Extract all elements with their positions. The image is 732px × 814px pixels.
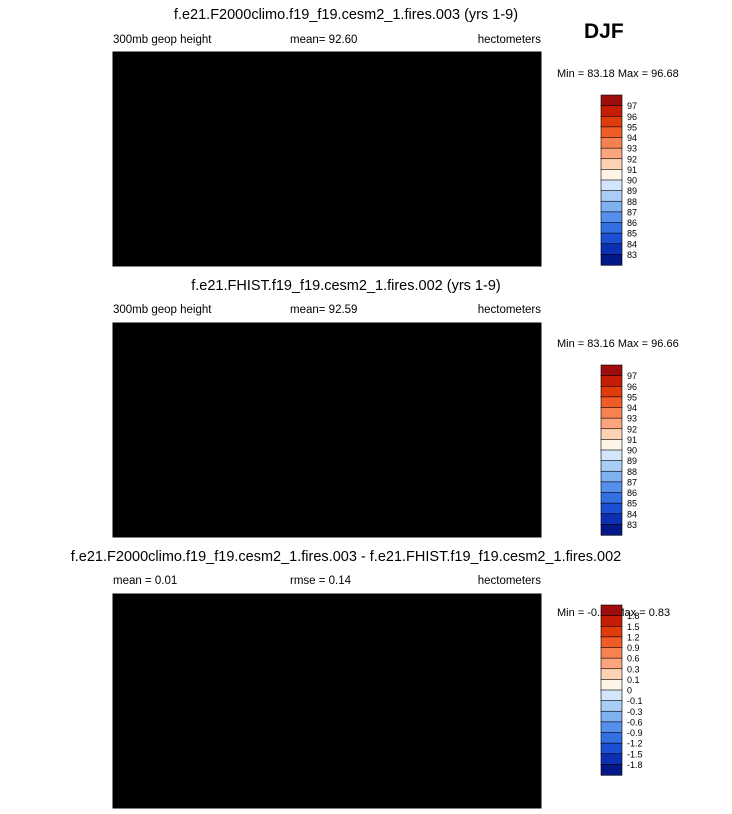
colorbar-box (600, 126, 623, 139)
colorbar-tick-label: 85 (627, 229, 637, 239)
panels-group: f.e21.F2000climo.f19_f19.cesm2_1.fires.0… (71, 7, 679, 809)
colorbar-box (600, 94, 623, 107)
colorbar-box (600, 105, 623, 117)
colorbar-tick-label: 86 (627, 218, 637, 228)
colorbar-box (600, 190, 623, 202)
colorbar-tick-label: 97 (627, 101, 637, 111)
panel-2: f.e21.FHIST.f19_f19.cesm2_1.fires.002 (y… (112, 278, 679, 538)
colorbar-box (600, 232, 623, 245)
colorbar-tick-label: 91 (627, 165, 637, 175)
colorbar-box (600, 254, 623, 266)
min-max-label: Min = 83.18 Max = 96.68 (557, 68, 679, 80)
panel-title: f.e21.FHIST.f19_f19.cesm2_1.fires.002 (y… (191, 278, 500, 294)
colorbar-tick-label: 94 (627, 133, 637, 143)
colorbar-tick-label: 95 (627, 122, 637, 132)
colorbar-box (600, 169, 623, 181)
colorbar-box (600, 147, 623, 160)
season-label: DJF (584, 20, 624, 43)
left-label: 300mb geop height (113, 304, 212, 316)
left-label: 300mb geop height (113, 34, 212, 46)
units-label: hectometers (478, 304, 542, 316)
colorbar-tick-label: 88 (627, 197, 637, 207)
colorbar-box (600, 115, 623, 128)
panel-title: f.e21.F2000climo.f19_f19.cesm2_1.fires.0… (174, 7, 518, 23)
colorbar-tick-label: 89 (627, 186, 637, 196)
colorbar-tick-label: 83 (627, 250, 637, 260)
colorbar-box (600, 222, 623, 234)
colorbar-tick-label: 96 (627, 112, 637, 122)
units-label: hectometers (478, 34, 542, 46)
panel-1: f.e21.F2000climo.f19_f19.cesm2_1.fires.0… (112, 7, 679, 267)
coastlines (113, 65, 541, 251)
colorbar-box (600, 200, 623, 213)
colorbar-tick-label: 87 (627, 207, 637, 217)
colorbar-tick-label: 93 (627, 144, 637, 154)
min-max-label: Min = 83.16 Max = 96.66 (557, 338, 679, 350)
colorbar-tick-label: 84 (627, 239, 637, 249)
colorbar-tick-label: 92 (627, 154, 637, 164)
colorbar-box (600, 211, 623, 224)
center-label: mean= 92.60 (290, 34, 357, 46)
map-frame (112, 51, 542, 267)
center-label: mean= 92.59 (290, 304, 357, 316)
colorbar-box (600, 137, 623, 149)
colorbar-box (600, 158, 623, 170)
coastline-paths (113, 65, 541, 251)
colorbar-box (600, 243, 623, 255)
colorbar-tick-label: 90 (627, 176, 637, 186)
colorbar-box (600, 179, 623, 192)
